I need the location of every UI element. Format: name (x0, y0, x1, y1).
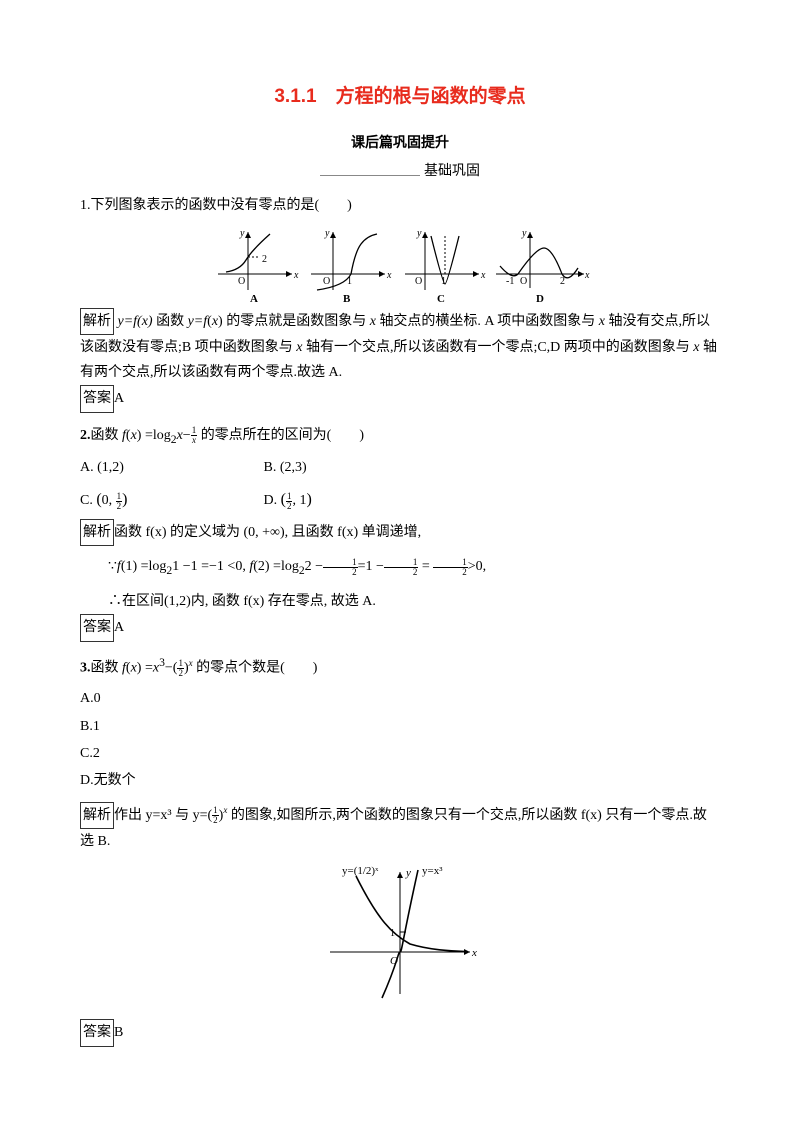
svg-text:D: D (536, 293, 544, 304)
q3-prefix: 3. (80, 660, 91, 675)
q1-answer: 答案A (80, 385, 720, 412)
analysis-label: 解析 (80, 308, 114, 335)
q2-answer-value: A (114, 620, 124, 635)
answer-label: 答案 (80, 385, 114, 412)
q2-opt-d: D. (12, 1) (264, 486, 444, 515)
q3-opt-a: A.0 (80, 686, 720, 711)
svg-text:O: O (520, 276, 527, 287)
svg-text:O: O (415, 276, 422, 287)
svg-text:C: C (437, 293, 445, 304)
q2-opt-a: A. (1,2) (80, 455, 260, 480)
question-2: 2.函数 f(x) =log2x−1x 的零点所在的区间为( ) (80, 423, 720, 450)
q2-analysis-l1: 函数 f(x) 的定义域为 (0, +∞), 且函数 f(x) 单调递增, (114, 525, 421, 540)
q3-stem-pre: 函数 (91, 660, 123, 675)
analysis-label: 解析 (80, 802, 114, 829)
svg-text:O: O (323, 276, 330, 287)
q3-opt-b: B.1 (80, 714, 720, 739)
q1-figures: x y O 2 A x y O 1 B x y O 1 C (80, 224, 720, 304)
subtitle: 课后篇巩固提升 (80, 130, 720, 155)
svg-text:2: 2 (560, 276, 565, 287)
q2-answer: 答案A (80, 614, 720, 641)
svg-text:1: 1 (441, 276, 446, 287)
q1-analysis: 解析 y=f(x) 函数 y=f(x) 的零点就是函数图象与 x 轴交点的横坐标… (80, 308, 720, 386)
svg-text:B: B (343, 293, 351, 304)
svg-text:1: 1 (347, 276, 352, 287)
q1-fig-b: x y O 1 B (303, 224, 393, 304)
q3-figure: x y O 1 y=(1/2)ˣ y=x³ (80, 862, 720, 1011)
q1-answer-value: A (114, 391, 124, 406)
q2-opt-c: C. (0, 12) (80, 486, 260, 515)
q2-analysis: 解析函数 f(x) 的定义域为 (0, +∞), 且函数 f(x) 单调递增, (80, 519, 720, 546)
svg-text:x: x (480, 270, 486, 281)
svg-text:y: y (416, 228, 422, 239)
q2-analysis-l2: ∵f(1) =log21 −1 =−1 <0, f(2) =log22 −12=… (80, 554, 720, 581)
answer-label: 答案 (80, 1019, 114, 1046)
q1-fig-c: x y O 1 C (397, 224, 487, 304)
q1-fig-a: x y O 2 A (210, 224, 300, 304)
q2-stem-pre: 函数 (91, 428, 123, 443)
svg-text:-1: -1 (506, 276, 514, 287)
svg-text:x: x (386, 270, 392, 281)
svg-text:A: A (250, 293, 258, 304)
svg-text:2: 2 (262, 254, 267, 265)
q2-opt-b: B. (2,3) (264, 455, 444, 480)
q3-answer-value: B (114, 1025, 123, 1040)
section-label: 基础巩固 (424, 164, 480, 179)
svg-text:y: y (324, 228, 330, 239)
svg-text:y=x³: y=x³ (422, 865, 443, 877)
svg-text:y: y (239, 228, 245, 239)
q2-prefix: 2. (80, 428, 91, 443)
answer-label: 答案 (80, 614, 114, 641)
svg-text:x: x (471, 947, 477, 959)
question-3: 3.函数 f(x) =x3−(12)x 的零点个数是( ) (80, 652, 720, 681)
q1-fig-d: x y O -1 2 D (490, 224, 590, 304)
q3-stem-post: 的零点个数是( ) (193, 660, 318, 675)
q3-opt-c: C.2 (80, 741, 720, 766)
q1-prefix: 1. (80, 198, 91, 213)
q2-analysis-l3: ∴在区间(1,2)内, 函数 f(x) 存在零点, 故选 A. (80, 589, 720, 614)
q3-answer: 答案B (80, 1019, 720, 1046)
q2-stem-post: 的零点所在的区间为( ) (197, 428, 364, 443)
section-row: 基础巩固 (80, 159, 720, 184)
svg-text:y: y (405, 867, 411, 879)
question-1: 1.下列图象表示的函数中没有零点的是( ) (80, 193, 720, 218)
svg-text:1: 1 (390, 928, 395, 939)
svg-text:y=(1/2)ˣ: y=(1/2)ˣ (342, 865, 379, 877)
svg-text:O: O (238, 276, 245, 287)
page-title: 3.1.1 方程的根与函数的零点 (80, 80, 720, 114)
q3-analysis: 解析作出 y=x³ 与 y=(12)x 的图象,如图所示,两个函数的图象只有一个… (80, 799, 720, 854)
analysis-label: 解析 (80, 519, 114, 546)
svg-text:y: y (521, 228, 527, 239)
q2-options: A. (1,2) B. (2,3) C. (0, 12) D. (12, 1) (80, 455, 720, 515)
q1-stem: 下列图象表示的函数中没有零点的是( ) (91, 198, 352, 213)
q3-opt-d: D.无数个 (80, 768, 720, 793)
svg-text:x: x (584, 270, 590, 281)
svg-text:x: x (293, 270, 299, 281)
